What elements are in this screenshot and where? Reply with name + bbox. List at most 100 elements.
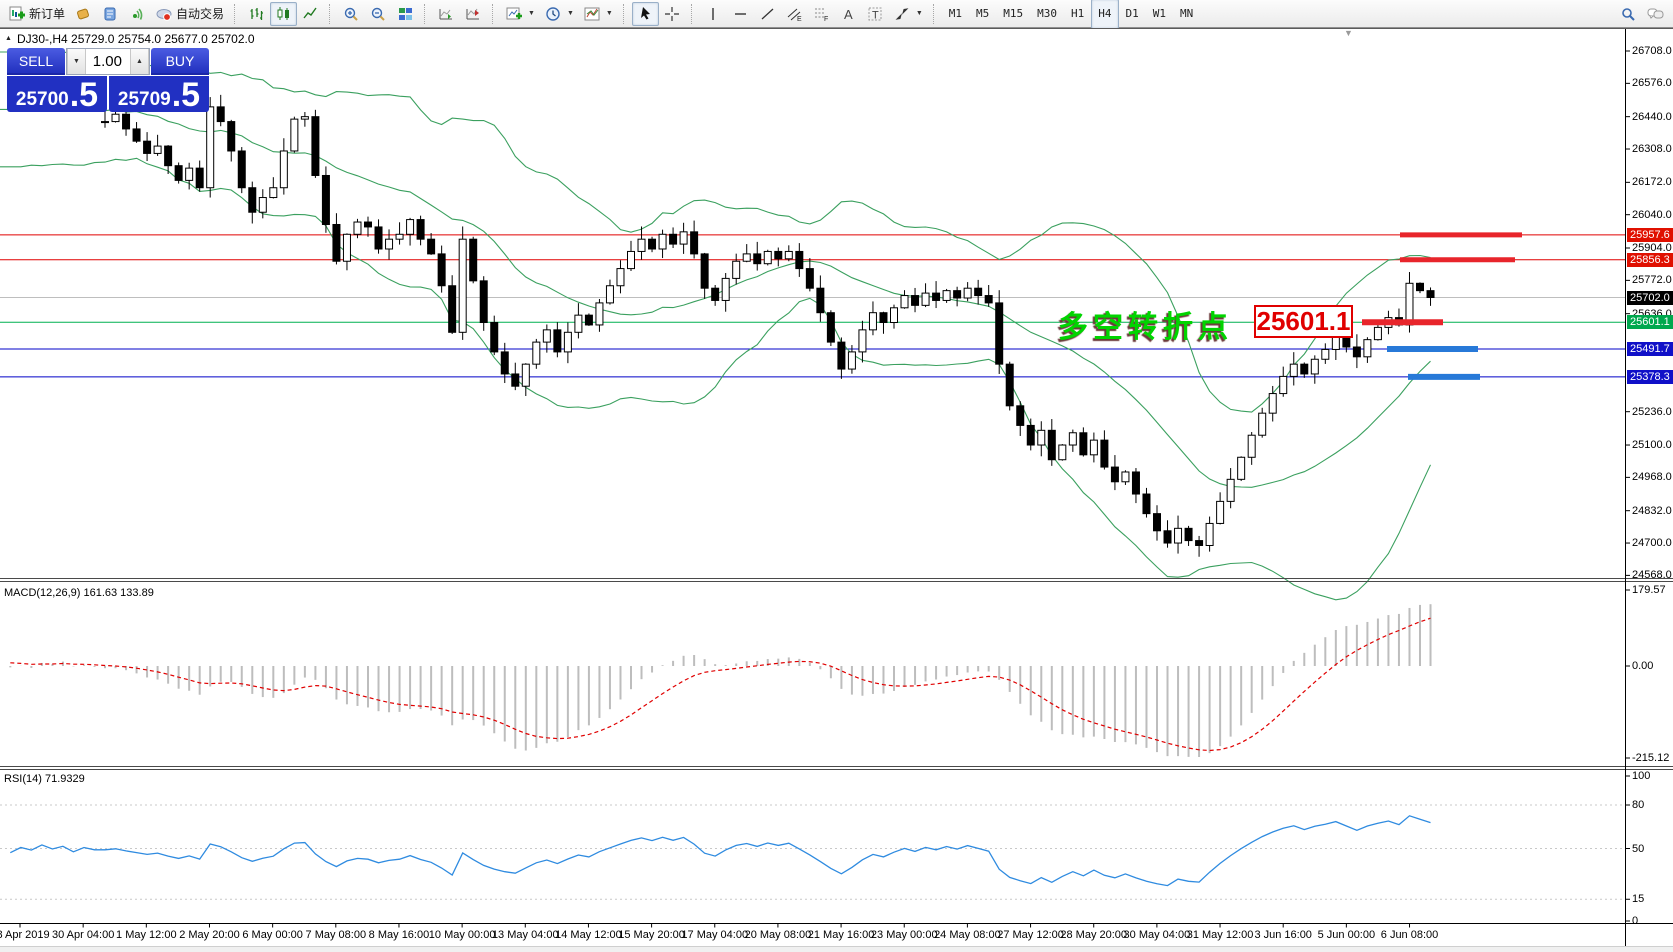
- metaeditor-button[interactable]: [70, 2, 97, 26]
- time-tick-label: 30 Apr 04:00: [51, 929, 115, 941]
- arrows-button[interactable]: ▼: [889, 2, 928, 26]
- template-icon: [584, 6, 601, 22]
- zoom-in-button[interactable]: [338, 2, 365, 26]
- price-tick-label: 100: [1632, 770, 1651, 782]
- annotation-price-box[interactable]: 25601.1: [1254, 305, 1353, 338]
- timeframe-mn-button[interactable]: MN: [1180, 7, 1194, 20]
- chat-button[interactable]: [1642, 2, 1669, 26]
- time-tick-label: 3 Jun 16:00: [1254, 929, 1312, 941]
- new-order-icon: [9, 6, 26, 22]
- price-tick-label: 0: [1632, 915, 1639, 927]
- arrows-icon: [894, 6, 911, 22]
- crosshair-icon: [664, 6, 681, 22]
- zoom-in-icon: [343, 6, 360, 22]
- equidistant-channel-button[interactable]: E: [781, 2, 808, 26]
- annotation-text[interactable]: 多空转折点: [1058, 311, 1233, 344]
- volume-input[interactable]: ▼ 1.00 ▲: [66, 48, 150, 75]
- buy-price[interactable]: 25709 .5: [109, 76, 209, 112]
- candlestick-icon: [275, 6, 292, 22]
- price-tick-label: 179.57: [1632, 584, 1666, 596]
- timeframe-m5-button[interactable]: M5: [976, 7, 990, 20]
- price-tick-label: 24832.0: [1632, 504, 1672, 517]
- signals-button[interactable]: [124, 2, 151, 26]
- horizontal-line-button[interactable]: [727, 2, 754, 26]
- chart-canvas[interactable]: [0, 28, 1673, 951]
- chevron-down-icon: ▼: [915, 10, 923, 17]
- buy-price-main: 25709: [117, 89, 171, 110]
- price-tick-label: 15: [1632, 893, 1645, 906]
- price-tick-label: 25904.0: [1632, 242, 1672, 254]
- timeframe-m15-button[interactable]: M15: [1003, 7, 1024, 20]
- chat-icon: [1647, 6, 1664, 22]
- cursor-button[interactable]: [631, 1, 659, 26]
- autotrading-button[interactable]: 自动交易: [151, 2, 229, 26]
- price-line-label: 25702.0: [1627, 290, 1673, 305]
- time-tick-label: 21 May 16:00: [807, 929, 875, 941]
- line-chart-button[interactable]: [297, 2, 324, 26]
- timeframe-d1-button[interactable]: D1: [1125, 7, 1139, 20]
- time-tick-label: 5 Jun 00:00: [1317, 929, 1376, 941]
- chart-shift-button[interactable]: [460, 2, 487, 26]
- fibonacci-icon: F: [813, 6, 830, 22]
- sell-price[interactable]: 25700 .5: [7, 76, 107, 112]
- clock-icon: [545, 6, 562, 22]
- periods-button[interactable]: ▼: [540, 2, 579, 26]
- bar-chart-button[interactable]: [243, 2, 270, 26]
- timeframe-h1-button[interactable]: H1: [1071, 7, 1085, 20]
- zoom-out-button[interactable]: [365, 2, 392, 26]
- toolbar-separator: [690, 3, 696, 24]
- time-tick-label: 31 May 12:00: [1186, 929, 1254, 941]
- new-chart-button[interactable]: ▼: [501, 2, 540, 26]
- price-line-label: 25856.3: [1627, 252, 1673, 267]
- svg-text:A: A: [844, 7, 853, 22]
- sell-price-pip: .5: [69, 76, 99, 115]
- fibonacci-button[interactable]: F: [808, 2, 835, 26]
- channel-icon: E: [786, 6, 803, 22]
- price-tick-label: 24700.0: [1632, 537, 1672, 550]
- new-order-button[interactable]: 新订单: [4, 2, 70, 26]
- signal-icon: [129, 6, 146, 22]
- volume-increase-button[interactable]: ▲: [130, 49, 149, 74]
- panel-collapse-arrow[interactable]: ▲: [5, 35, 12, 42]
- crosshair-button[interactable]: [659, 2, 686, 26]
- buy-price-pip: .5: [171, 76, 201, 115]
- chart-window[interactable]: ▲ DJ30-,H4 25729.0 25754.0 25677.0 25702…: [0, 28, 1673, 952]
- auto-scroll-button[interactable]: [433, 2, 460, 26]
- trendline-button[interactable]: [754, 2, 781, 26]
- chart-shift-marker-icon: ▼: [1344, 28, 1353, 38]
- templates-button[interactable]: ▼: [579, 2, 618, 26]
- autotrading-button-label: 自动交易: [176, 7, 225, 21]
- timeframe-m30-button[interactable]: M30: [1037, 7, 1058, 20]
- data-window-button[interactable]: [97, 2, 124, 26]
- price-tick-label: 25236.0: [1632, 405, 1672, 418]
- price-tick-label: -215.12: [1632, 752, 1670, 764]
- text-label-button[interactable]: T: [862, 2, 889, 26]
- volume-decrease-button[interactable]: ▼: [67, 49, 86, 74]
- blue-doc-icon: [102, 6, 119, 22]
- sell-button[interactable]: SELL: [7, 48, 65, 75]
- text-button[interactable]: A: [835, 2, 862, 26]
- tile-windows-button[interactable]: [392, 2, 419, 26]
- trendline-icon: [759, 6, 776, 22]
- new-chart-icon: [506, 6, 523, 22]
- bar-chart-icon: [248, 6, 265, 22]
- price-axis[interactable]: 26708.0 26576.0 26440.0 26308.0 26172.0 26040…: [1625, 28, 1673, 951]
- buy-button[interactable]: BUY: [151, 48, 209, 75]
- time-tick-label: 2 May 20:00: [179, 929, 240, 941]
- candlestick-chart-button[interactable]: [270, 1, 298, 26]
- price-tick-label: 25100.0: [1632, 439, 1672, 452]
- time-tick-label: 23 May 00:00: [870, 929, 938, 941]
- vertical-line-button[interactable]: [700, 2, 727, 26]
- price-tick-label: 26440.0: [1632, 110, 1672, 123]
- time-tick-label: 28 Apr 2019: [0, 929, 50, 941]
- price-tick-label: 26308.0: [1632, 143, 1672, 155]
- volume-value[interactable]: 1.00: [92, 53, 122, 70]
- search-button[interactable]: [1615, 2, 1642, 26]
- svg-text:F: F: [824, 16, 828, 22]
- timeframe-h4-button[interactable]: H4: [1091, 0, 1119, 29]
- one-click-trading-panel: SELL ▼ 1.00 ▲ BUY 25700 .5 25709 .5: [7, 48, 209, 112]
- timeframe-w1-button[interactable]: W1: [1152, 7, 1167, 20]
- price-tick-label: 24968.0: [1632, 471, 1672, 484]
- timeframe-m1-button[interactable]: M1: [948, 7, 963, 20]
